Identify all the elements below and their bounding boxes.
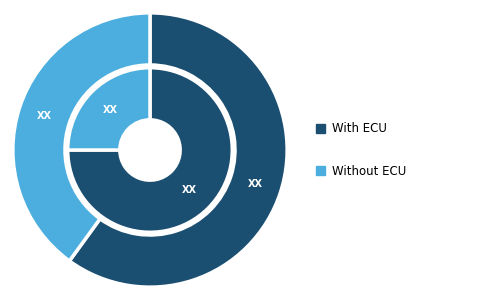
Text: XX: XX [248, 179, 263, 189]
Wedge shape [13, 13, 150, 261]
Text: XX: XX [102, 105, 118, 115]
Text: XX: XX [37, 111, 52, 121]
Wedge shape [70, 13, 287, 287]
Text: XX: XX [182, 185, 198, 195]
Wedge shape [68, 68, 150, 150]
Wedge shape [68, 68, 232, 232]
Legend: With ECU, Without ECU: With ECU, Without ECU [316, 122, 406, 178]
